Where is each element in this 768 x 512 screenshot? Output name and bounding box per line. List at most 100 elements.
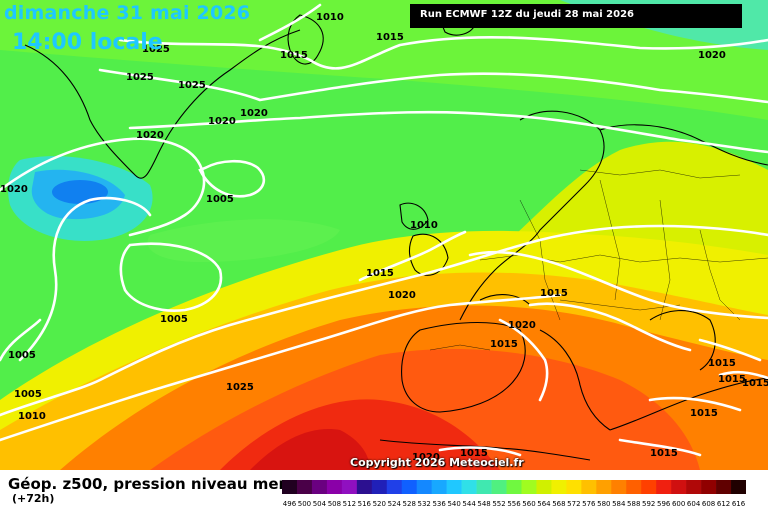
run-info: Run ECMWF 12Z du jeudi 28 mai 2026 [420,9,634,20]
scale-label: 500 [298,500,311,508]
isobar-label: 1015 [280,50,308,61]
isobar-labels: 1010 1015 1015 1020 1025 1025 1025 1020 … [0,12,768,463]
scale-swatch [341,480,358,494]
color-scale: 496 500 504 508 512 516 520 524 528 532 536 540 544 5… [282,480,746,508]
copyright: Copyright 2026 Meteociel.fr [350,456,524,469]
scale-label: 556 [507,500,521,508]
isobar-label: 1015 [650,448,678,459]
isobar-label: 1020 [240,108,268,119]
scale-swatch [566,480,582,494]
scale-label: 544 [462,500,476,508]
isobar-label: 1020 [698,50,726,61]
scale-swatch [491,480,507,494]
scale-swatch [371,480,388,494]
scale-swatch [716,480,732,494]
scale-label: 600 [672,500,685,508]
scale-label: 576 [582,500,596,508]
isobar-label: 1010 [18,411,46,422]
scale-label: 512 [343,500,356,508]
scale-swatch [386,480,403,494]
scale-swatch [536,480,552,494]
isobar-label: 1010 [410,220,438,231]
isobar-label: 1025 [142,44,170,55]
scale-label: 592 [642,500,655,508]
isobar-label: 1020 [508,320,536,331]
isobar-label: 1020 [412,452,440,463]
scale-swatch [626,480,642,494]
scale-label: 616 [732,500,746,508]
scale-label: 496 [283,500,297,508]
scale-swatch [686,480,702,494]
scale-swatch [311,480,328,494]
scale-swatch [476,480,492,494]
scale-label: 596 [657,500,671,508]
scale-swatch [656,480,672,494]
isobar-label: 1015 [366,268,394,279]
scale-label: 564 [537,500,551,508]
lead-time: (+72h) [12,492,55,505]
run-banner [410,4,742,28]
isobar-label: 1025 [226,382,254,393]
isobar-label: 1020 [136,130,164,141]
isobar-label: 1015 [460,448,488,459]
scale-label: 532 [418,500,431,508]
scale-label: 528 [403,500,416,508]
scale-label: 580 [597,500,610,508]
scale-swatch [431,480,447,494]
scale-swatch [701,480,717,494]
scale-label: 520 [373,500,386,508]
scale-swatch [461,480,477,494]
scale-swatch [731,480,746,494]
isobar-label: 1005 [206,194,234,205]
isobar-label: 1010 [316,12,344,23]
isobar-label: 1005 [14,389,42,400]
forecast-date: dimanche 31 mai 2026 [4,2,251,24]
scale-label: 572 [567,500,580,508]
scale-label: 516 [358,500,372,508]
scale-swatch [581,480,597,494]
geopotential-map: 1010 1015 1015 1020 1025 1025 1025 1020 … [0,0,768,470]
scale-swatch [416,480,432,494]
scale-label: 584 [612,500,626,508]
scale-label: 604 [687,500,701,508]
field-low-core [52,180,108,204]
scale-swatch [506,480,522,494]
forecast-time: 14:00 locale [12,30,163,55]
parameter-title: Géop. z500, pression niveau mer [8,475,286,493]
isobar-label: 1015 [490,339,518,350]
isobars [0,3,768,457]
scale-label: 524 [388,500,402,508]
scale-label: 612 [717,500,730,508]
scale-swatch [446,480,462,494]
isobar-label: 1015 [690,408,718,419]
scale-label: 548 [477,500,490,508]
scale-swatch [401,480,418,494]
isobar-label: 1020 [388,290,416,301]
scale-label: 552 [492,500,505,508]
isobar-label: 1005 [8,350,36,361]
scale-swatch [521,480,537,494]
isobar-label: 1020 [0,184,28,195]
isobar-label: 1015 [742,378,768,389]
scale-label: 608 [702,500,715,508]
scale-label: 508 [328,500,341,508]
scale-swatch [551,480,567,494]
scale-swatch [326,480,343,494]
scale-swatch [596,480,612,494]
scale-swatch [282,480,298,494]
scale-swatch [296,480,313,494]
scale-label: 536 [432,500,446,508]
field-light-green-north [0,0,768,120]
scale-label: 560 [522,500,535,508]
isobar-label: 1005 [160,314,188,325]
scale-label: 588 [627,500,640,508]
field-deep-red [250,429,370,470]
isobar-label: 1015 [708,358,736,369]
isobar-label: 1015 [718,374,746,385]
scale-swatch [611,480,627,494]
scale-label: 504 [313,500,327,508]
scale-swatch [671,480,687,494]
scale-label: 568 [552,500,565,508]
isobar-label: 1015 [540,288,568,299]
